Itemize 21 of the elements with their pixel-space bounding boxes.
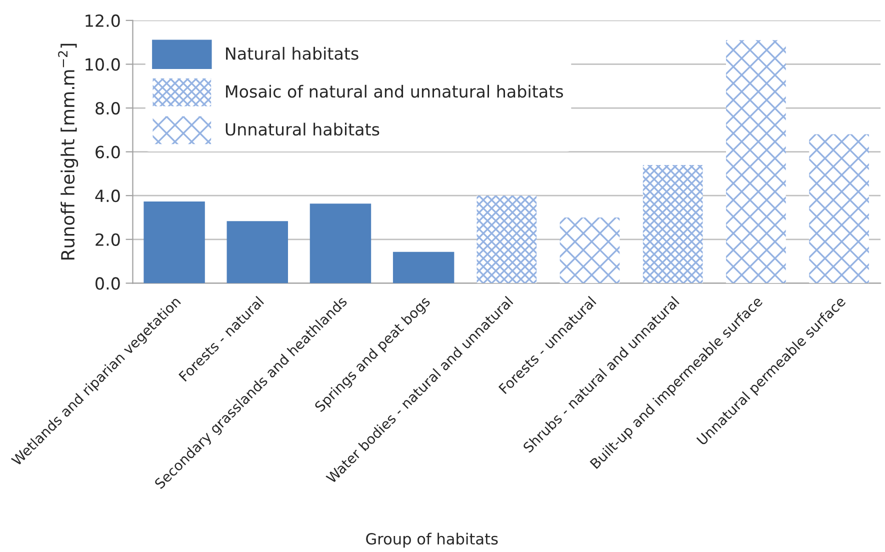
legend-label: Mosaic of natural and unnatural habitats xyxy=(226,84,563,98)
bar xyxy=(809,134,869,284)
y-axis-title: Runoff height [mm.m$^{−2}$] xyxy=(58,44,78,260)
bar xyxy=(226,221,288,284)
legend-label: Unnatural habitats xyxy=(226,122,380,136)
bar xyxy=(642,164,703,284)
legend-label: Natural habitats xyxy=(226,46,358,60)
bar xyxy=(560,217,620,284)
y-tick-label: 6.0 xyxy=(96,146,120,158)
y-tick-label: 12.0 xyxy=(86,14,120,27)
y-tick-label: 4.0 xyxy=(95,190,120,202)
bar xyxy=(144,201,205,284)
bar xyxy=(726,40,786,284)
y-tick-label: 2.0 xyxy=(96,233,120,246)
x-axis-title: Group of habitats xyxy=(366,532,498,548)
y-tick-label: 10.0 xyxy=(86,58,120,71)
y-tick-label: 0.0 xyxy=(96,277,120,290)
bar xyxy=(392,252,454,284)
y-tick-label: 8.0 xyxy=(96,102,120,115)
bar xyxy=(310,204,372,284)
bar xyxy=(476,196,537,284)
